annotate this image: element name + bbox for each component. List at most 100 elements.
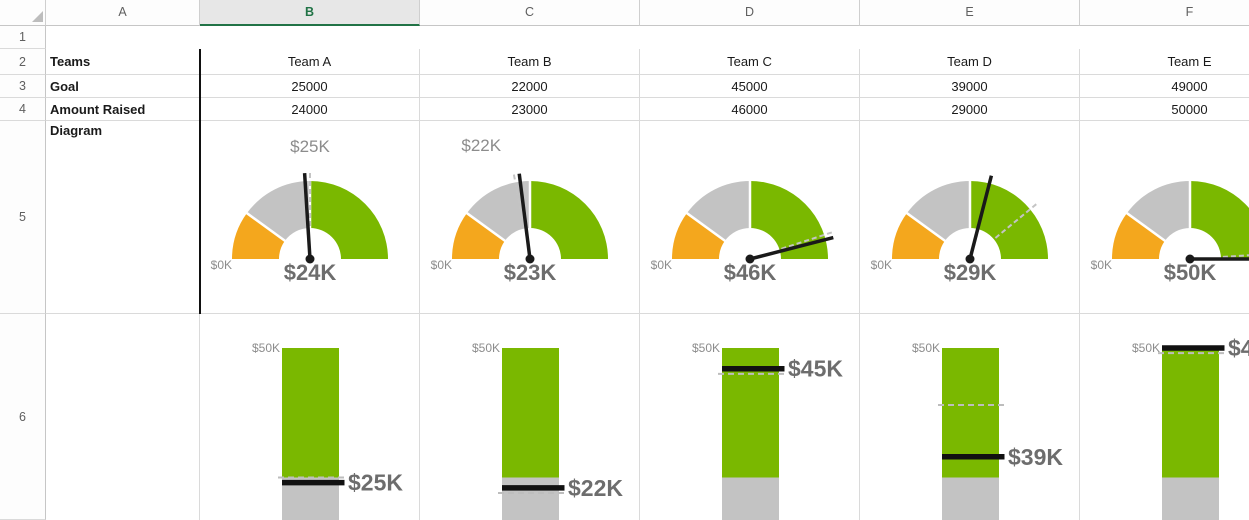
gauge-band — [1112, 213, 1165, 259]
row-label-goal[interactable]: Goal — [46, 75, 200, 98]
gauge-svg-team-c: $0K $46K — [651, 180, 834, 285]
gauge-band — [892, 213, 945, 259]
gauge-needle-pivot — [1185, 254, 1195, 264]
select-all-triangle-icon — [32, 11, 43, 22]
gauge-band — [452, 213, 505, 259]
cell-team-a-name[interactable]: Team A — [200, 49, 420, 75]
gauge-min-label: $0K — [1091, 258, 1112, 272]
bar-band — [942, 477, 999, 520]
row-header-5[interactable]: 5 — [0, 121, 46, 314]
gauge-needle-pivot — [745, 254, 755, 264]
gauge-chart-team-a[interactable]: $0K $24K $25K — [200, 121, 420, 314]
column-header-b-selected[interactable]: B — [200, 0, 420, 26]
gauge-goal-marker — [512, 173, 525, 227]
gauge-chart-team-c[interactable]: $0K $46K — [640, 121, 860, 314]
cell-a6[interactable] — [46, 314, 200, 520]
cell-d5 — [640, 121, 860, 314]
row-header-6[interactable]: 6 — [0, 314, 46, 520]
bar-svg-team-b: $50K $22K — [472, 341, 623, 520]
column-a-right-border — [199, 49, 201, 314]
cell-team-c-raised[interactable]: 46000 — [640, 98, 860, 121]
gauge-band — [1190, 181, 1249, 259]
row-label-amount-raised[interactable]: Amount Raised — [46, 98, 200, 121]
gauge-band-separator — [465, 211, 507, 243]
gauge-band-separator — [905, 211, 947, 243]
bar-goal-label: $39K — [1008, 444, 1063, 470]
bar-chart-team-b[interactable]: $50K $22K — [420, 314, 640, 520]
cell-team-b-name[interactable]: Team B — [420, 49, 640, 75]
gauge-svg-team-b: $0K $23K $22K — [431, 136, 608, 285]
gauge-band — [970, 181, 1048, 259]
cell-team-e-name[interactable]: Team E — [1080, 49, 1249, 75]
cell-team-e-raised[interactable]: 50000 — [1080, 98, 1249, 121]
gauge-band — [906, 181, 970, 241]
cell-c6 — [420, 314, 640, 520]
row-header-4[interactable]: 4 — [0, 98, 46, 121]
gauge-needle-pivot — [965, 254, 975, 264]
bar-chart-team-c[interactable]: $50K $45K — [640, 314, 860, 520]
gauge-goal-marker — [1222, 254, 1249, 258]
cell-team-a-raised[interactable]: 24000 — [200, 98, 420, 121]
gauge-needle-pivot — [525, 254, 535, 264]
cell-team-c-name[interactable]: Team C — [640, 49, 860, 75]
gauge-chart-team-e[interactable]: $0K $50K — [1080, 121, 1249, 314]
bar-chart-team-d[interactable]: $50K $39K — [860, 314, 1080, 520]
gauge-band — [466, 181, 530, 241]
row-header-2[interactable]: 2 — [0, 49, 46, 75]
gauge-goal-label: $22K — [461, 136, 501, 155]
bar-chart-team-e[interactable]: $50K $49K — [1080, 314, 1249, 520]
cell-b6 — [200, 314, 420, 520]
gauge-min-label: $0K — [211, 258, 232, 272]
gauge-min-label: $0K — [871, 258, 892, 272]
column-header-a[interactable]: A — [46, 0, 200, 26]
row-header-3[interactable]: 3 — [0, 75, 46, 98]
bar-goal-label: $25K — [348, 470, 403, 496]
cell-team-a-goal[interactable]: 25000 — [200, 75, 420, 98]
gauge-band — [246, 181, 310, 241]
cell-f5 — [1080, 121, 1249, 314]
bar-chart-team-a[interactable]: $50K $25K — [200, 314, 420, 520]
column-header-e[interactable]: E — [860, 0, 1080, 26]
gauge-needle-pivot — [305, 254, 315, 264]
gauge-band-separator — [1125, 211, 1167, 243]
cell-b5 — [200, 121, 420, 314]
gauge-chart-team-d[interactable]: $0K $29K — [860, 121, 1080, 314]
gauge-chart-team-b[interactable]: $0K $23K $22K — [420, 121, 640, 314]
gauge-min-label: $0K — [651, 258, 672, 272]
cell-team-d-name[interactable]: Team D — [860, 49, 1080, 75]
row-header-1[interactable]: 1 — [0, 26, 46, 49]
cell-c5 — [420, 121, 640, 314]
gauge-value-label: $23K — [504, 260, 557, 285]
cell-team-d-raised[interactable]: 29000 — [860, 98, 1080, 121]
sheet-title-cell[interactable]: Fundraising Teams KPI — [50, 29, 226, 46]
row-label-diagram[interactable]: Diagram — [46, 121, 200, 314]
row-label-teams[interactable]: Teams — [46, 49, 200, 75]
gauge-needle — [517, 173, 532, 260]
cell-team-c-goal[interactable]: 45000 — [640, 75, 860, 98]
gauge-svg-team-d: $0K $29K — [871, 175, 1048, 285]
gauge-value-label: $24K — [284, 260, 337, 285]
cell-team-e-goal[interactable]: 49000 — [1080, 75, 1249, 98]
cell-d6 — [640, 314, 860, 520]
gauge-band — [310, 181, 388, 259]
gauge-min-label: $0K — [431, 258, 452, 272]
gauge-goal-marker — [994, 202, 1038, 239]
select-all-corner[interactable] — [0, 0, 46, 26]
cell-team-b-raised[interactable]: 23000 — [420, 98, 640, 121]
bar-band — [502, 348, 559, 478]
bar-svg-team-a: $50K $25K — [252, 341, 403, 520]
gauge-band-separator — [685, 211, 727, 243]
column-header-f[interactable]: F — [1080, 0, 1249, 26]
bar-max-label: $50K — [472, 341, 500, 355]
bar-goal-label: $49K — [1228, 335, 1249, 361]
bar-max-label: $50K — [1132, 341, 1160, 355]
gauge-band — [530, 181, 608, 259]
cell-e6 — [860, 314, 1080, 520]
column-header-c[interactable]: C — [420, 0, 640, 26]
column-header-d[interactable]: D — [640, 0, 860, 26]
cell-e5 — [860, 121, 1080, 314]
bar-max-label: $50K — [912, 341, 940, 355]
cell-team-b-goal[interactable]: 22000 — [420, 75, 640, 98]
cell-team-d-goal[interactable]: 39000 — [860, 75, 1080, 98]
